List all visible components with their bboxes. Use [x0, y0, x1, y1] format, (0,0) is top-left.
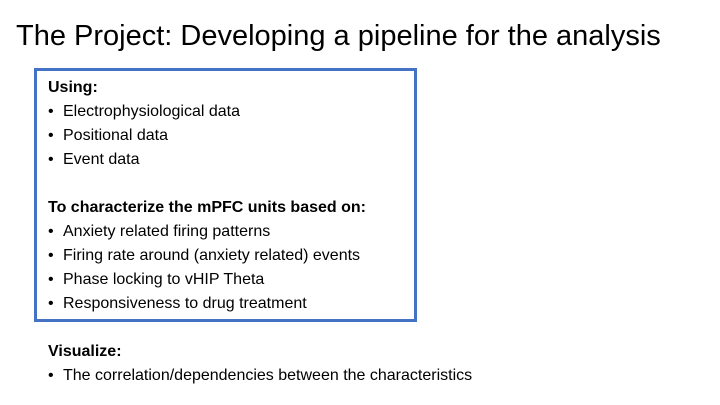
list-item: Event data [48, 148, 240, 172]
visualize-section: Visualize: The correlation/dependencies … [48, 340, 472, 388]
slide-title: The Project: Developing a pipeline for t… [16, 20, 661, 52]
visualize-heading: Visualize: [48, 343, 122, 360]
using-heading: Using: [48, 79, 98, 96]
content-box [34, 68, 417, 322]
list-item: Electrophysiological data [48, 100, 240, 124]
list-item: Positional data [48, 124, 240, 148]
list-item: Firing rate around (anxiety related) eve… [48, 244, 366, 268]
using-section: Using: Electrophysiological data Positio… [48, 76, 240, 172]
list-item: Responsiveness to drug treatment [48, 292, 366, 316]
list-item: Anxiety related firing patterns [48, 220, 366, 244]
using-list: Electrophysiological data Positional dat… [48, 100, 240, 172]
visualize-list: The correlation/dependencies between the… [48, 364, 472, 388]
list-item: Phase locking to vHIP Theta [48, 268, 366, 292]
characterize-section: To characterize the mPFC units based on:… [48, 196, 366, 316]
characterize-heading: To characterize the mPFC units based on: [48, 199, 366, 216]
characterize-list: Anxiety related firing patterns Firing r… [48, 220, 366, 316]
list-item: The correlation/dependencies between the… [48, 364, 472, 388]
